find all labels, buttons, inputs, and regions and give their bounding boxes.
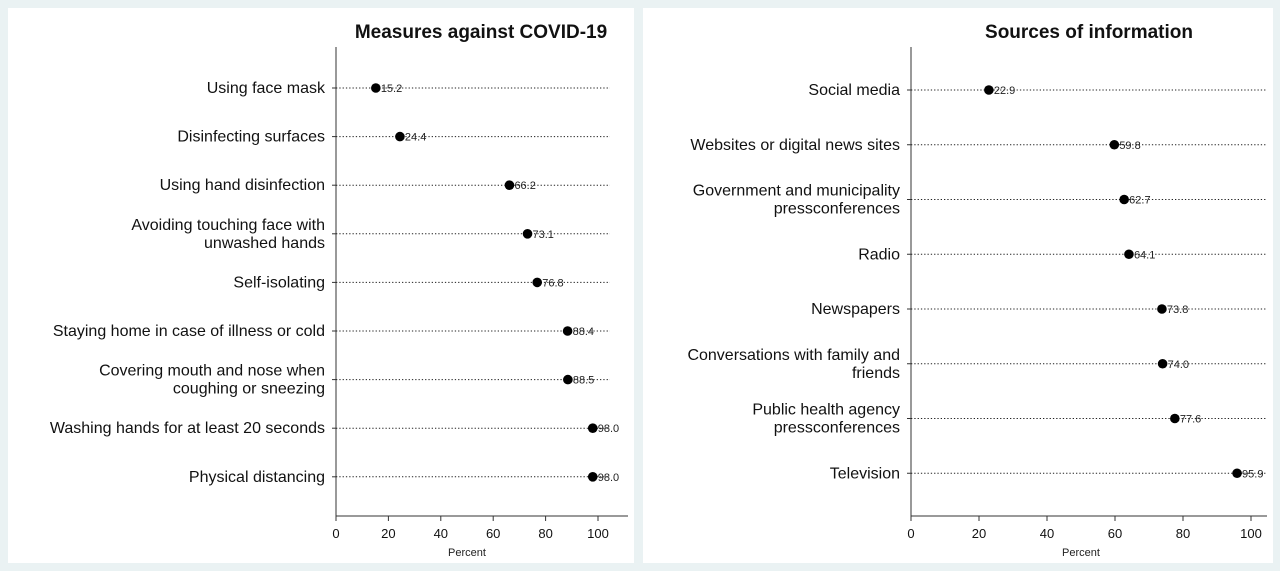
chart1-category-label: Avoiding touching face with [131,217,325,234]
chart2-category-label: Public health agency [752,402,900,419]
chart2-category-label: Conversations with family and [687,347,900,364]
chart2-category-label: friends [852,365,900,382]
chart1-x-tick-label: 60 [486,526,500,541]
chart1-value-label: 15.2 [381,83,402,95]
chart2-data-point [1232,468,1242,479]
chart1-value-label: 88.4 [573,326,594,338]
chart2-category-label: Newspapers [811,301,900,318]
chart1-x-tick-label: 0 [332,526,339,541]
chart2-category-label: pressconferences [774,201,900,218]
chart1-value-label: 98.0 [598,423,619,435]
chart1-data-point [371,83,381,93]
chart2-value-label: 74.0 [1168,359,1189,371]
chart1-category-label: Staying home in case of illness or cold [53,323,325,340]
chart2-category-label: Websites or digital news sites [690,137,900,154]
chart1-data-point [532,277,543,288]
chart2-data-point [1157,358,1168,369]
chart1-category-label: coughing or sneezing [173,381,325,398]
chart2-value-label: 62.7 [1129,195,1150,207]
chart2-value-label: 59.8 [1119,140,1140,152]
chart1-x-tick-label: 100 [587,526,609,541]
chart1-value-label: 98.0 [598,472,619,484]
chart1-data-point [587,423,598,434]
chart1-value-label: 24.4 [405,132,426,144]
chart1-data-point [395,131,405,142]
chart2-category-label: Government and municipality [693,183,900,200]
chart1-category-label: Self-isolating [233,274,325,291]
chart2-value-label: 73.8 [1167,304,1188,316]
chart2-category-label: pressconferences [774,420,900,437]
chart1-category-label: Physical distancing [189,469,325,486]
chart2-x-tick-label: 0 [907,526,914,541]
chart2-value-label: 95.9 [1242,468,1263,480]
chart1-panel [8,8,634,563]
chart1-value-label: 66.2 [514,180,535,192]
chart1-value-label: 88.5 [573,375,594,387]
chart1-value-label: 76.8 [542,277,563,289]
chart2-category-label: Social media [808,82,900,99]
chart1-category-label: Using hand disinfection [160,177,325,194]
chart1-category-label: unwashed hands [204,235,325,252]
chart1-data-point [504,180,515,190]
chart2-x-tick-label: 80 [1176,526,1190,541]
chart2-panel [643,8,1273,563]
chart2-title: Sources of information [985,22,1193,43]
chart1-x-tick-label: 40 [434,526,448,541]
chart2-value-label: 64.1 [1134,249,1155,261]
chart1-title: Measures against COVID-19 [355,22,607,43]
chart1-data-point [587,472,598,482]
chart2-x-tick-label: 40 [1040,526,1054,541]
chart1-category-label: Disinfecting surfaces [177,129,325,146]
chart2-data-point [1157,304,1167,314]
chart2-category-label: Television [830,465,900,482]
chart1-x-tick-label: 80 [538,526,552,541]
chart2-category-label: Radio [858,246,900,263]
chart2-x-tick-label: 60 [1108,526,1122,541]
chart2-x-tick-label: 20 [972,526,986,541]
chart2-data-point [1170,413,1180,424]
chart1-category-label: Washing hands for at least 20 seconds [50,420,325,437]
chart2-data-point [1124,249,1134,260]
chart1-data-point [563,374,573,385]
chart2-data-point [1119,194,1129,205]
chart1-x-axis-label: Percent [448,547,486,559]
chart2-data-point [984,85,994,95]
chart2-x-tick-label: 100 [1240,526,1262,541]
chart1-value-label: 73.1 [533,229,554,241]
chart2-value-label: 77.6 [1180,414,1201,426]
chart2-data-point [1109,139,1120,150]
chart2-value-label: 22.9 [994,85,1015,97]
chart1-x-tick-label: 20 [381,526,395,541]
chart2-x-axis-label: Percent [1062,547,1100,559]
chart1-category-label: Using face mask [207,80,326,97]
chart1-data-point [522,229,533,239]
chart1-data-point [562,326,573,336]
chart1-category-label: Covering mouth and nose when [99,363,325,380]
